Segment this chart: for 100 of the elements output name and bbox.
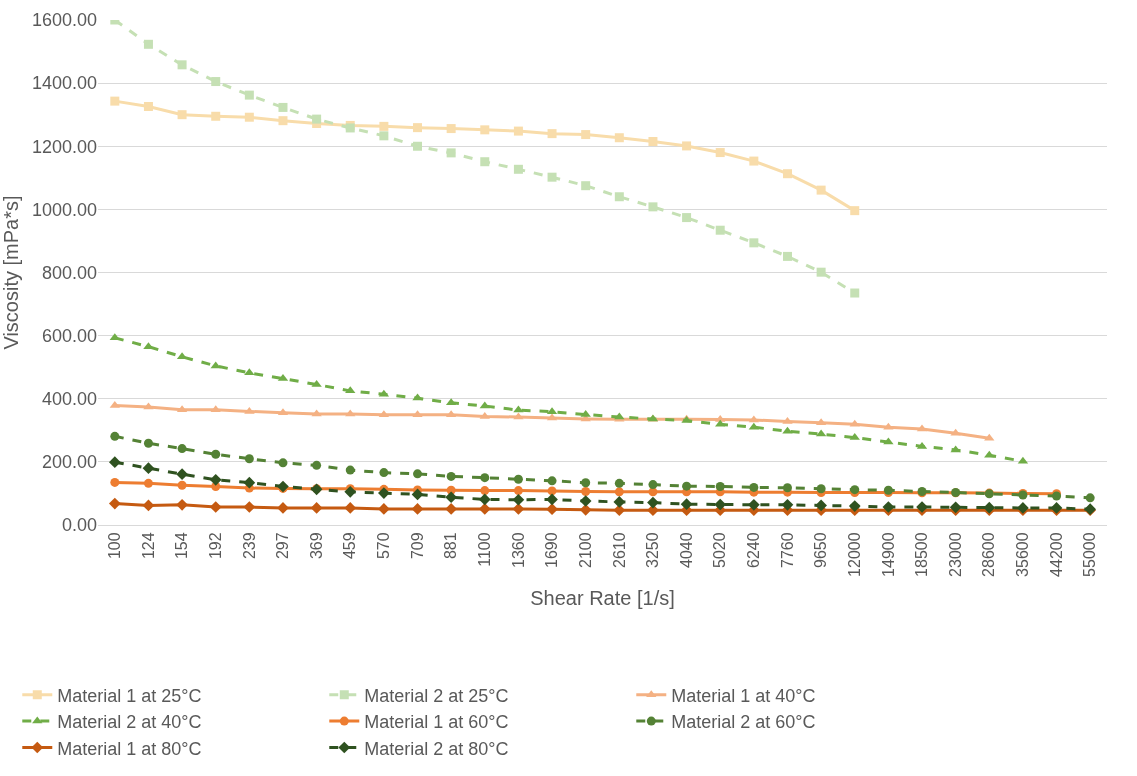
y-tick-label: 0.00 (61, 515, 97, 536)
y-tick-label: 400.00 (41, 389, 97, 410)
point (379, 468, 389, 478)
point (479, 411, 490, 419)
point (547, 486, 557, 496)
x-tick-label: 297 (274, 532, 292, 560)
point (480, 486, 490, 496)
y-tick-label: 600.00 (41, 325, 97, 346)
point (546, 503, 558, 516)
point (378, 503, 390, 515)
legend-label: Material 1 at 60°C (364, 712, 509, 733)
point (547, 129, 557, 139)
point (413, 469, 423, 479)
point (278, 102, 288, 112)
point (143, 438, 153, 448)
point (413, 123, 423, 133)
point (311, 409, 322, 417)
point (278, 116, 288, 126)
point (1085, 493, 1095, 503)
point (177, 60, 187, 70)
point (177, 110, 187, 120)
point (176, 468, 188, 481)
point (480, 473, 490, 483)
point (143, 39, 153, 49)
point (210, 361, 221, 369)
point (411, 488, 424, 501)
point (345, 465, 355, 475)
x-axis-title: Shear Rate [1/s] (530, 587, 675, 610)
point (782, 416, 793, 424)
point (411, 503, 424, 515)
point (446, 148, 456, 158)
point (648, 480, 658, 490)
point (177, 480, 187, 490)
legend-label: Material 2 at 25°C (364, 685, 509, 706)
point (648, 137, 658, 147)
y-tick-label: 200.00 (41, 452, 97, 473)
point (243, 476, 256, 489)
x-tick-label: 7760 (778, 532, 796, 568)
point (581, 181, 591, 191)
y-tick-label: 1200.00 (31, 136, 97, 157)
point (546, 493, 558, 506)
point (344, 486, 357, 498)
point (816, 267, 826, 277)
point (749, 156, 759, 166)
point (110, 431, 120, 441)
point (547, 172, 557, 182)
point (143, 478, 153, 488)
x-tick-label: 5020 (711, 532, 729, 568)
point (108, 456, 121, 469)
point (581, 487, 591, 497)
point (110, 96, 120, 106)
point (480, 125, 490, 135)
point (648, 202, 658, 212)
point (581, 478, 591, 488)
x-tick-label: 23000 (946, 532, 964, 577)
point (143, 101, 153, 111)
point (110, 477, 120, 487)
x-tick-label: 4040 (677, 532, 695, 568)
point (176, 498, 188, 511)
x-tick-label: 12000 (845, 532, 863, 577)
point (211, 449, 221, 459)
point (278, 458, 288, 468)
point (547, 476, 557, 486)
y-tick-label: 1000.00 (31, 199, 97, 220)
x-tick-label: 18500 (913, 532, 931, 577)
point (345, 386, 356, 394)
legend-label: Material 1 at 80°C (57, 738, 202, 759)
point (614, 192, 624, 202)
point (445, 503, 457, 515)
point (211, 77, 221, 87)
x-tick-label: 1100 (475, 532, 493, 567)
point (142, 462, 155, 475)
point (579, 495, 592, 507)
point (782, 483, 792, 493)
point (614, 133, 624, 143)
point (984, 450, 995, 458)
point (614, 487, 624, 497)
x-tick-label: 100 (106, 532, 124, 560)
x-tick-label: 1690 (543, 532, 561, 568)
point (445, 491, 457, 504)
point (413, 141, 423, 151)
point (581, 130, 591, 140)
x-tick-label: 2100 (576, 532, 594, 568)
point (715, 419, 726, 427)
x-tick-label: 154 (173, 532, 191, 560)
legend-label: Material 2 at 60°C (671, 712, 816, 733)
point (950, 445, 961, 453)
x-tick-label: 192 (206, 532, 224, 560)
point (177, 444, 187, 454)
point (479, 401, 490, 409)
point (849, 419, 860, 427)
y-tick-label: 1600.00 (31, 10, 97, 31)
point (312, 460, 322, 470)
point (715, 225, 725, 235)
point (781, 498, 794, 511)
legend-label: Material 2 at 80°C (364, 738, 509, 759)
point (512, 503, 525, 515)
point (379, 121, 389, 131)
point (446, 124, 456, 134)
y-axis-title: Viscosity [mPa*s] (0, 195, 22, 350)
